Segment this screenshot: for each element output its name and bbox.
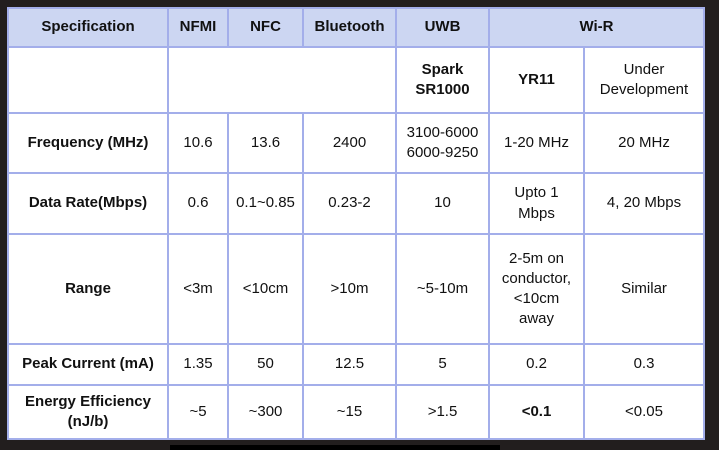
row-label-frequency: Frequency (MHz) <box>7 112 169 174</box>
cell-peak-uwb: 5 <box>395 343 490 386</box>
subheader-cell-empty-specification <box>7 46 169 114</box>
row-label-energy-efficiency: Energy Efficiency (nJ/b) <box>7 384 169 440</box>
header-row: Specification NFMI NFC Bluetooth UWB Wi-… <box>7 7 705 48</box>
cell-rate-wir-yr11: Upto 1 Mbps <box>488 172 585 235</box>
table-row-frequency: Frequency (MHz) 10.6 13.6 2400 3100-6000… <box>7 112 705 174</box>
cell-rate-uwb: 10 <box>395 172 490 235</box>
cell-energy-nfc: ~300 <box>227 384 304 440</box>
table-row-peak-current: Peak Current (mA) 1.35 50 12.5 5 0.2 0.3 <box>7 343 705 386</box>
cell-range-wir-dev: Similar <box>583 233 705 345</box>
table-row-range: Range <3m <10cm >10m ~5-10m 2-5m on cond… <box>7 233 705 345</box>
cell-peak-nfmi: 1.35 <box>167 343 229 386</box>
cell-range-bluetooth: >10m <box>302 233 397 345</box>
header-cell-uwb: UWB <box>395 7 490 48</box>
subheader-cell-wir-yr11: YR11 <box>488 46 585 114</box>
cell-frequency-uwb: 3100-6000 6000-9250 <box>395 112 490 174</box>
cell-frequency-bluetooth: 2400 <box>302 112 397 174</box>
row-label-peak-current: Peak Current (mA) <box>7 343 169 386</box>
cell-energy-bluetooth: ~15 <box>302 384 397 440</box>
table-row-energy-efficiency: Energy Efficiency (nJ/b) ~5 ~300 ~15 >1.… <box>7 384 705 440</box>
cell-frequency-wir-yr11: 1-20 MHz <box>488 112 585 174</box>
table-row-data-rate: Data Rate(Mbps) 0.6 0.1~0.85 0.23-2 10 U… <box>7 172 705 235</box>
header-cell-wir: Wi-R <box>488 7 705 48</box>
cell-range-wir-yr11: 2-5m on conductor, <10cm away <box>488 233 585 345</box>
subheader-row: Spark SR1000 YR11 Under Development <box>7 46 705 114</box>
header-cell-nfmi: NFMI <box>167 7 229 48</box>
cell-range-uwb: ~5-10m <box>395 233 490 345</box>
cell-rate-nfc: 0.1~0.85 <box>227 172 304 235</box>
cell-peak-wir-dev: 0.3 <box>583 343 705 386</box>
subheader-cell-empty-merged <box>167 46 397 114</box>
cell-range-nfc: <10cm <box>227 233 304 345</box>
row-label-data-rate: Data Rate(Mbps) <box>7 172 169 235</box>
cell-rate-bluetooth: 0.23-2 <box>302 172 397 235</box>
header-cell-specification: Specification <box>7 7 169 48</box>
cell-frequency-nfc: 13.6 <box>227 112 304 174</box>
header-cell-nfc: NFC <box>227 7 304 48</box>
cell-frequency-wir-dev: 20 MHz <box>583 112 705 174</box>
bottom-black-strip <box>170 445 500 450</box>
row-label-range: Range <box>7 233 169 345</box>
cell-energy-wir-dev: <0.05 <box>583 384 705 440</box>
subheader-cell-uwb-chip: Spark SR1000 <box>395 46 490 114</box>
cell-rate-wir-dev: 4, 20 Mbps <box>583 172 705 235</box>
cell-frequency-nfmi: 10.6 <box>167 112 229 174</box>
cell-range-nfmi: <3m <box>167 233 229 345</box>
cell-energy-nfmi: ~5 <box>167 384 229 440</box>
cell-peak-bluetooth: 12.5 <box>302 343 397 386</box>
cell-peak-wir-yr11: 0.2 <box>488 343 585 386</box>
cell-energy-uwb: >1.5 <box>395 384 490 440</box>
cell-peak-nfc: 50 <box>227 343 304 386</box>
cell-energy-wir-yr11: <0.1 <box>488 384 585 440</box>
subheader-cell-wir-under-development: Under Development <box>583 46 705 114</box>
comparison-table: Specification NFMI NFC Bluetooth UWB Wi-… <box>7 7 705 440</box>
cell-rate-nfmi: 0.6 <box>167 172 229 235</box>
header-cell-bluetooth: Bluetooth <box>302 7 397 48</box>
